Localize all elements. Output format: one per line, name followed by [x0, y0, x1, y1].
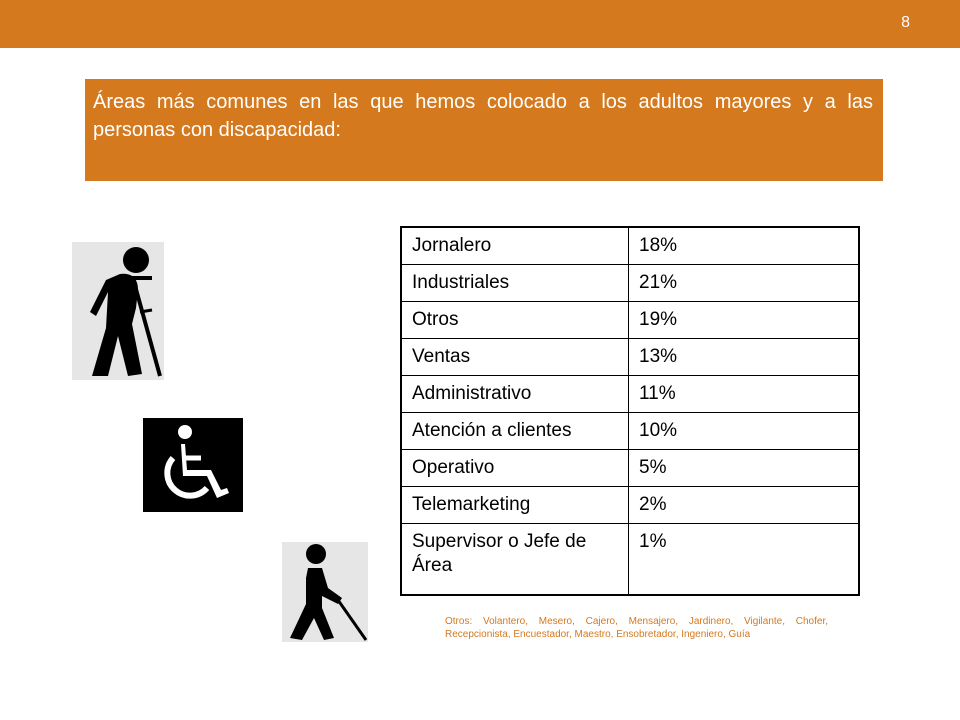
area-cell: Ventas [400, 338, 629, 376]
top-bar: 8 [0, 0, 960, 48]
area-cell: Supervisor o Jefe de Área [400, 523, 629, 596]
areas-table: Jornalero 18% Industriales 21% Otros 19%… [400, 226, 860, 596]
percent-cell: 18% [628, 226, 860, 265]
area-cell: Jornalero [400, 226, 629, 265]
area-cell: Operativo [400, 449, 629, 487]
percent-cell: 2% [628, 486, 860, 524]
area-cell: Administrativo [400, 375, 629, 413]
table-row: Administrativo 11% [400, 375, 860, 413]
table-row: Jornalero 18% [400, 226, 860, 265]
table-row: Otros 19% [400, 301, 860, 339]
percent-cell: 5% [628, 449, 860, 487]
area-cell: Atención a clientes [400, 412, 629, 450]
table-row: Industriales 21% [400, 264, 860, 302]
area-cell: Otros [400, 301, 629, 339]
footnote: Otros: Volantero, Mesero, Cajero, Mensaj… [445, 616, 828, 640]
slide-title-box: Áreas más comunes en las que hemos coloc… [85, 79, 883, 181]
table-row: Operativo 5% [400, 449, 860, 487]
page-number: 8 [901, 14, 910, 31]
slide-title: Áreas más comunes en las que hemos coloc… [93, 91, 873, 141]
table-row: Ventas 13% [400, 338, 860, 376]
wheelchair-icon [143, 418, 243, 512]
percent-cell: 11% [628, 375, 860, 413]
percent-cell: 13% [628, 338, 860, 376]
person-with-cane-icon [282, 542, 368, 642]
percent-cell: 1% [628, 523, 860, 596]
area-cell: Telemarketing [400, 486, 629, 524]
percent-cell: 19% [628, 301, 860, 339]
percent-cell: 10% [628, 412, 860, 450]
table-row: Supervisor o Jefe de Área 1% [400, 523, 860, 596]
area-cell: Industriales [400, 264, 629, 302]
table-row: Telemarketing 2% [400, 486, 860, 524]
table-row: Atención a clientes 10% [400, 412, 860, 450]
percent-cell: 21% [628, 264, 860, 302]
person-with-crutch-icon [72, 242, 164, 380]
